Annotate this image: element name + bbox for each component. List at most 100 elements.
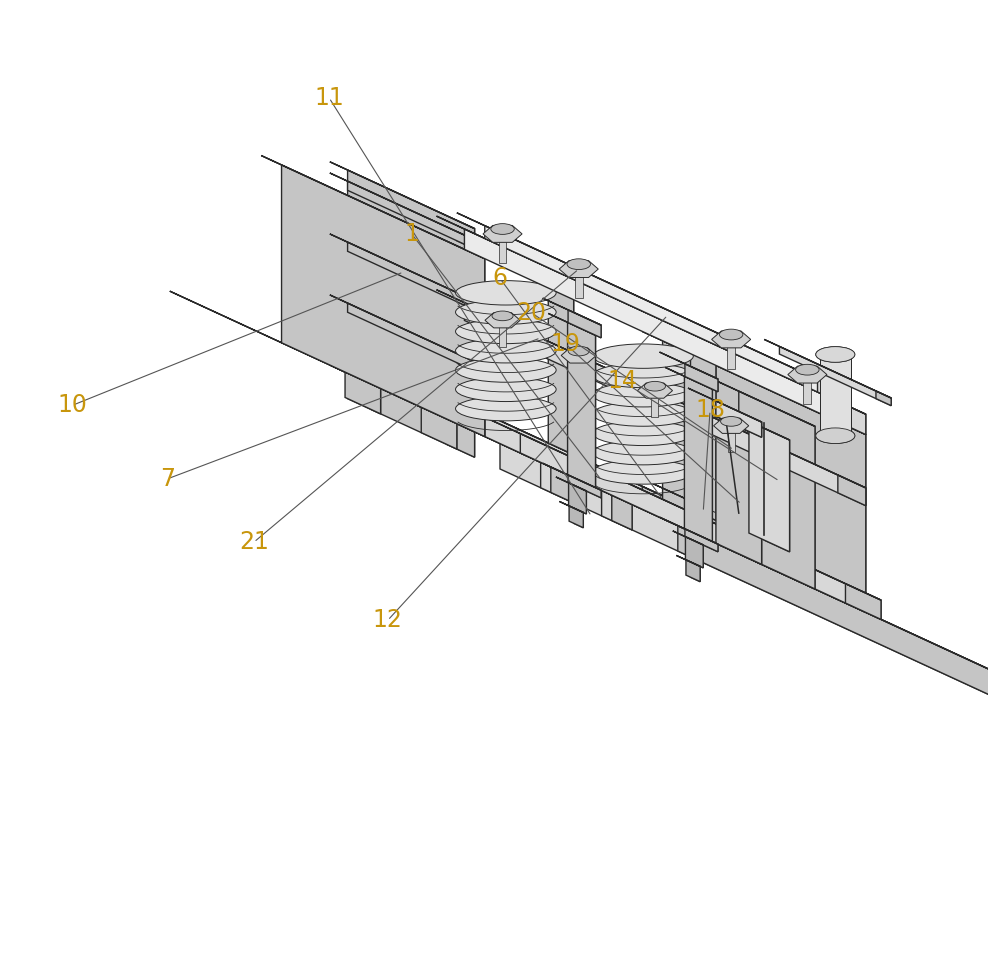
Polygon shape — [684, 376, 712, 541]
Polygon shape — [520, 453, 571, 477]
Polygon shape — [543, 463, 601, 490]
Polygon shape — [569, 506, 583, 528]
Ellipse shape — [816, 347, 855, 362]
Ellipse shape — [567, 259, 590, 270]
Ellipse shape — [593, 344, 693, 368]
Ellipse shape — [721, 416, 742, 426]
Text: 18: 18 — [695, 399, 725, 422]
Ellipse shape — [456, 300, 556, 324]
Text: 6: 6 — [492, 267, 507, 290]
Polygon shape — [261, 155, 485, 259]
Ellipse shape — [719, 329, 743, 340]
Text: 7: 7 — [160, 467, 175, 490]
Polygon shape — [574, 486, 586, 514]
Polygon shape — [348, 373, 475, 457]
Polygon shape — [575, 269, 583, 298]
Polygon shape — [693, 367, 718, 392]
Polygon shape — [330, 365, 475, 432]
Ellipse shape — [456, 319, 556, 344]
Polygon shape — [543, 298, 601, 325]
Polygon shape — [485, 226, 845, 404]
Polygon shape — [447, 419, 457, 449]
Polygon shape — [698, 337, 716, 521]
Text: 19: 19 — [551, 332, 580, 356]
Polygon shape — [764, 339, 891, 398]
Polygon shape — [818, 379, 845, 404]
Ellipse shape — [796, 364, 819, 375]
Ellipse shape — [816, 428, 855, 444]
Polygon shape — [483, 226, 522, 242]
Polygon shape — [716, 416, 762, 565]
Polygon shape — [568, 322, 596, 488]
Polygon shape — [457, 424, 475, 457]
Polygon shape — [693, 532, 718, 552]
Polygon shape — [576, 326, 596, 488]
Text: 1: 1 — [405, 223, 420, 246]
Polygon shape — [485, 313, 520, 328]
Polygon shape — [345, 372, 381, 414]
Polygon shape — [665, 367, 712, 389]
Ellipse shape — [816, 347, 855, 362]
Polygon shape — [685, 536, 703, 568]
Polygon shape — [485, 417, 881, 600]
Text: 11: 11 — [314, 86, 344, 109]
Polygon shape — [820, 355, 851, 436]
Ellipse shape — [456, 377, 556, 402]
Polygon shape — [739, 391, 815, 589]
Polygon shape — [569, 483, 586, 514]
Polygon shape — [769, 405, 815, 589]
Polygon shape — [348, 181, 475, 249]
Polygon shape — [727, 339, 735, 368]
Polygon shape — [568, 310, 601, 338]
Polygon shape — [282, 319, 845, 580]
Polygon shape — [330, 295, 475, 361]
Polygon shape — [556, 272, 574, 454]
Polygon shape — [686, 560, 700, 581]
Polygon shape — [436, 290, 866, 488]
Ellipse shape — [593, 383, 693, 407]
Ellipse shape — [593, 441, 693, 465]
Polygon shape — [330, 162, 475, 229]
Polygon shape — [678, 526, 1000, 703]
Polygon shape — [622, 469, 774, 539]
Polygon shape — [464, 229, 866, 435]
Polygon shape — [551, 467, 571, 502]
Polygon shape — [576, 314, 601, 338]
Ellipse shape — [456, 339, 556, 362]
Polygon shape — [820, 355, 851, 436]
Polygon shape — [673, 531, 703, 545]
Polygon shape — [876, 391, 891, 405]
Polygon shape — [685, 529, 718, 552]
Polygon shape — [348, 303, 475, 371]
Polygon shape — [411, 403, 457, 424]
Polygon shape — [716, 401, 762, 438]
Polygon shape — [457, 292, 475, 310]
Polygon shape — [673, 325, 716, 345]
Polygon shape — [688, 404, 762, 438]
Polygon shape — [693, 380, 712, 541]
Polygon shape — [612, 495, 632, 530]
Polygon shape — [548, 314, 596, 335]
Polygon shape — [457, 354, 475, 371]
Polygon shape — [576, 479, 601, 498]
Ellipse shape — [593, 421, 693, 446]
Polygon shape — [464, 249, 485, 437]
Polygon shape — [691, 333, 716, 521]
Polygon shape — [845, 425, 866, 613]
Polygon shape — [499, 234, 506, 263]
Polygon shape — [335, 367, 381, 389]
Polygon shape — [548, 268, 574, 454]
Polygon shape — [764, 428, 790, 552]
Polygon shape — [642, 331, 866, 435]
Polygon shape — [500, 444, 1000, 703]
Polygon shape — [330, 234, 475, 301]
Polygon shape — [691, 562, 700, 581]
Polygon shape — [660, 352, 718, 379]
Polygon shape — [691, 539, 703, 568]
Polygon shape — [663, 341, 866, 613]
Polygon shape — [436, 216, 866, 414]
Polygon shape — [703, 507, 774, 571]
Text: 21: 21 — [239, 531, 269, 554]
Polygon shape — [464, 303, 866, 506]
Polygon shape — [676, 555, 700, 567]
